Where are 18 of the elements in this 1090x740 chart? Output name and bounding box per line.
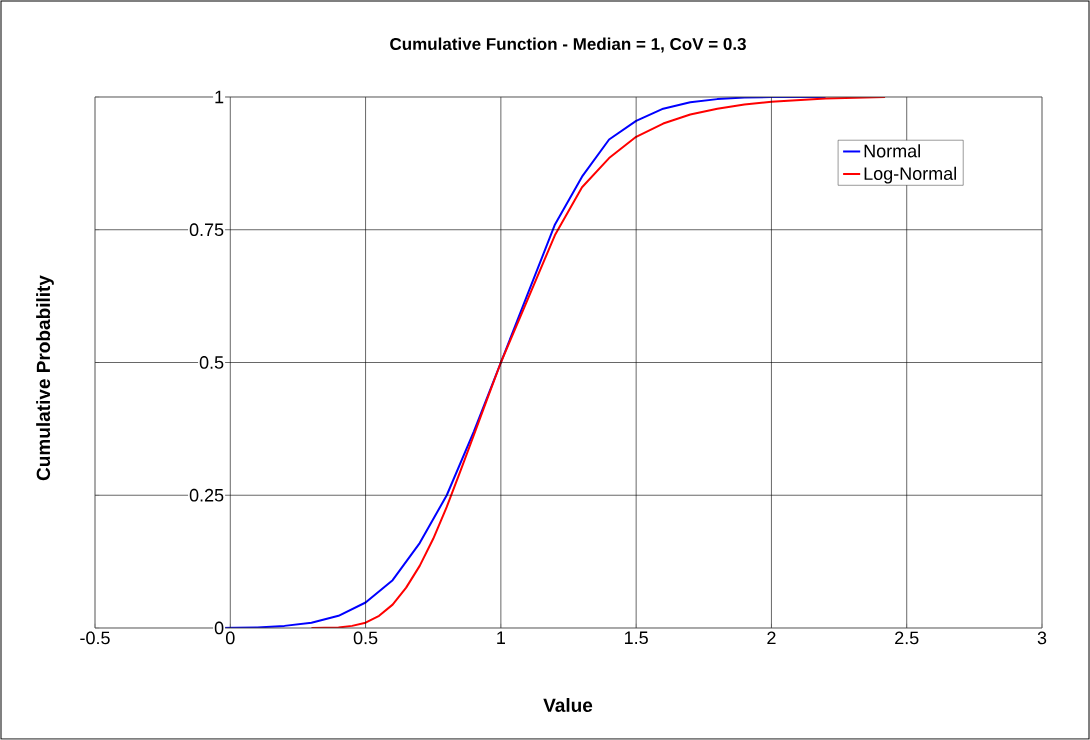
x-tick-label: 0 <box>225 631 235 645</box>
x-tick-label: 1 <box>497 631 505 644</box>
legend-label: Normal <box>864 144 920 158</box>
x-tick-label: 2.5 <box>895 631 919 645</box>
y-tick-label: 0.75 <box>189 223 224 237</box>
x-tick-label: 2 <box>767 631 776 645</box>
x-axis-title: Value <box>543 698 593 712</box>
y-tick-label: 0 <box>214 621 224 635</box>
y-tick-label: 0.25 <box>189 488 224 502</box>
chart-title: Cumulative Function - Median = 1, CoV = 0.3 <box>390 37 746 53</box>
y-tick-label: 1 <box>215 90 224 104</box>
legend-label: Log-Normal <box>864 166 956 184</box>
y-tick-label: 0.5 <box>199 356 224 369</box>
x-tick-label: 1.5 <box>625 631 648 645</box>
x-tick-label: 3 <box>1037 631 1047 645</box>
y-axis-title: Cumulative Probability <box>36 275 54 481</box>
x-tick-label: 0.5 <box>353 631 378 645</box>
x-tick-label: -0.5 <box>80 631 110 645</box>
